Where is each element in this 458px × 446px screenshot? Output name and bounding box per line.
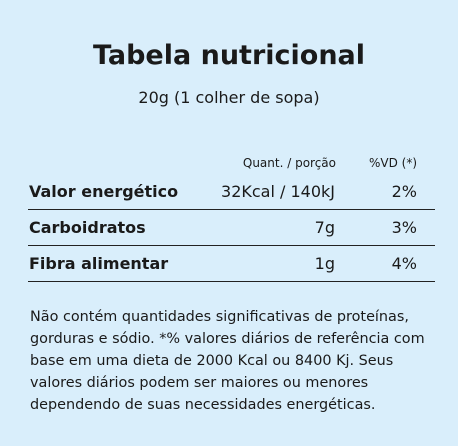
- table-row: Fibra alimentar 1g 4%: [28, 245, 435, 282]
- nutrition-table: Quant. / porção %VD (*) Valor energético…: [28, 152, 435, 282]
- table-cell: 1g: [214, 245, 336, 282]
- table-row: Carboidratos 7g 3%: [28, 209, 435, 246]
- title: Tabela nutricional: [92, 40, 366, 71]
- footnote: Não contém quantidades significativas de…: [30, 309, 425, 413]
- table-cell: 4%: [336, 245, 435, 282]
- column-header: Quant. / porção: [242, 156, 336, 170]
- table-cell: Valor energético: [28, 174, 214, 210]
- table-cell: 2%: [336, 174, 435, 210]
- header-row: Quant. / porção %VD (*): [28, 152, 435, 174]
- table-cell: Carboidratos: [28, 209, 214, 246]
- table-cell: 3%: [336, 209, 435, 246]
- column-header: %VD (*): [368, 156, 417, 170]
- table-cell: 7g: [214, 209, 336, 246]
- table-row: Valor energético 32Kcal / 140kJ 2%: [28, 174, 435, 210]
- table-cell: 32Kcal / 140kJ: [214, 174, 336, 210]
- subtitle: 20g (1 colher de sopa): [138, 88, 320, 107]
- table-cell: Fibra alimentar: [28, 245, 214, 282]
